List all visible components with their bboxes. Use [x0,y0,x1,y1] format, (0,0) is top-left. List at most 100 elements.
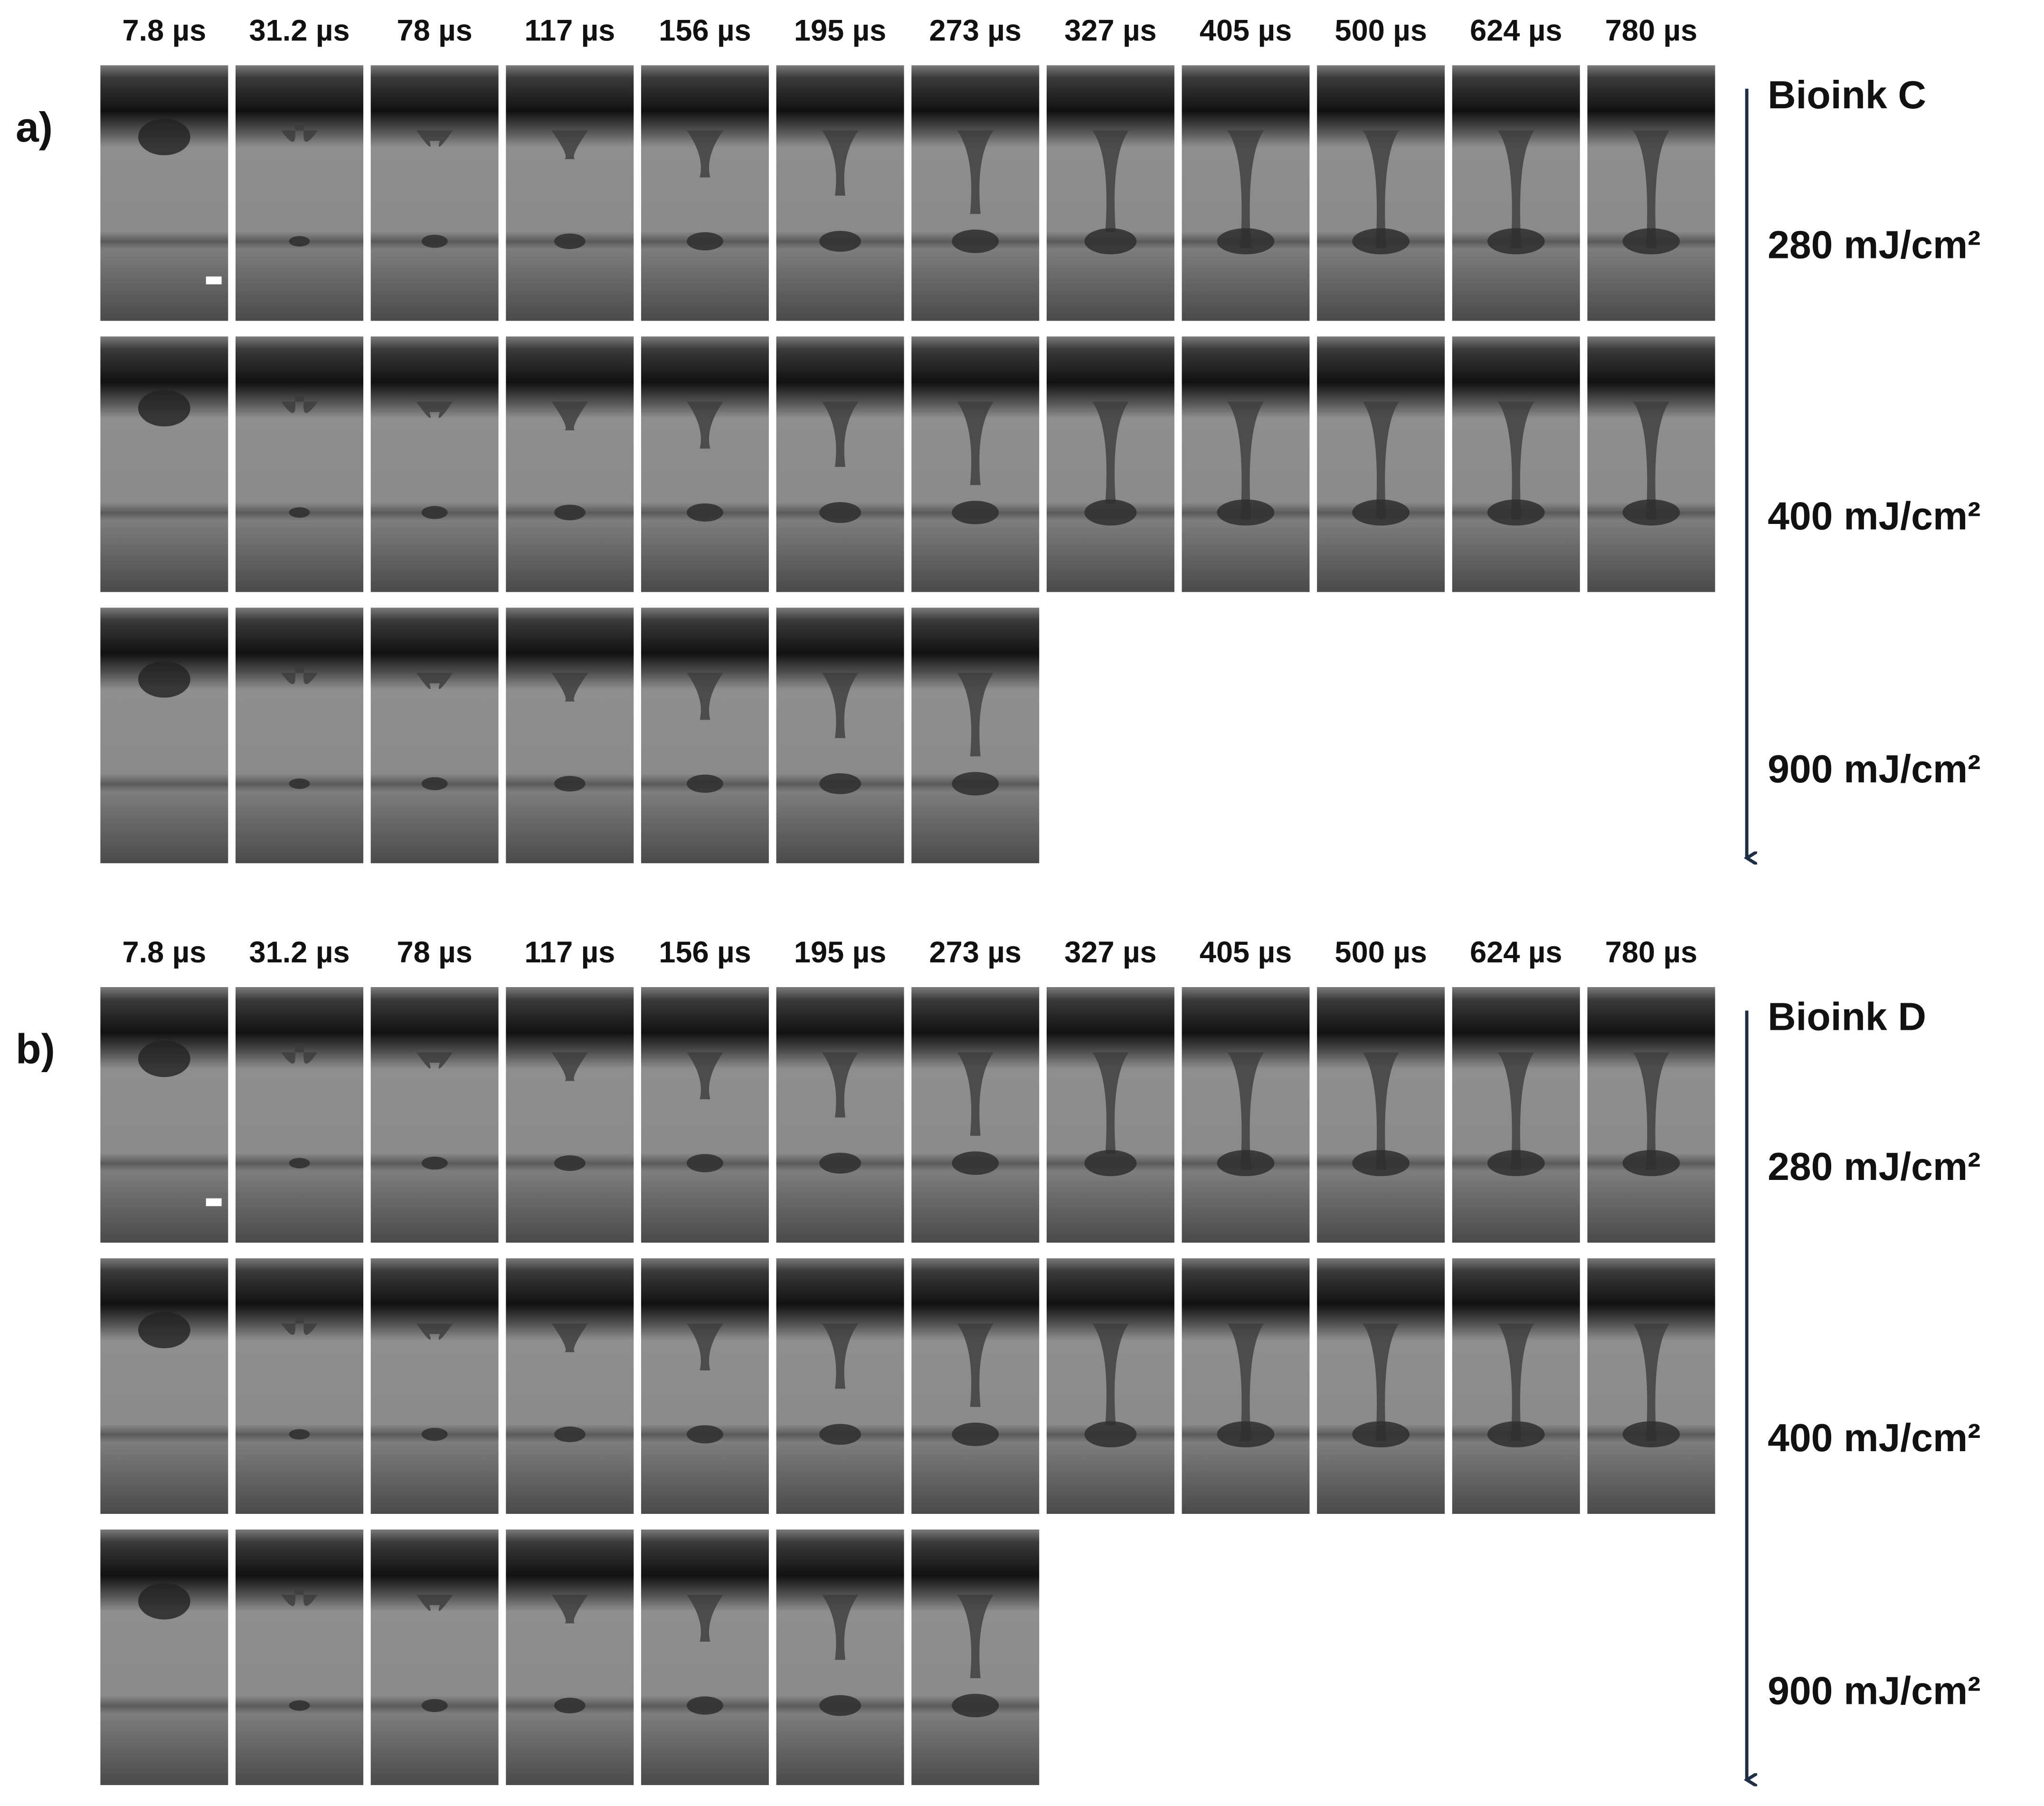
droplet [819,773,861,794]
droplet [421,506,448,519]
droplet [421,235,448,248]
frame-image [236,608,364,864]
jet [1227,1323,1264,1441]
frame [776,987,904,1243]
frame [100,1258,228,1514]
frame [1317,987,1445,1243]
frame-image [236,987,364,1243]
jet [281,1587,318,1606]
droplet [1352,499,1410,526]
frame [1587,1258,1715,1514]
droplet [687,774,723,793]
frame [1317,336,1445,592]
frame [1317,65,1445,321]
frame [506,608,634,864]
jet [1497,130,1534,248]
frame [1452,65,1580,321]
energy-label: 400 mJ/cm² [1768,1416,1981,1460]
jet [281,394,318,413]
droplet [1217,228,1275,255]
time-label: 500 µs [1334,936,1427,969]
frame [506,987,634,1243]
droplet [421,1427,448,1441]
time-label: 327 µs [1064,14,1156,47]
droplet [1487,499,1545,526]
jet [281,1044,318,1064]
frame-image [370,65,499,321]
droplet [952,1693,999,1718]
panel-label: a) [16,104,53,151]
scale-bar [206,1198,222,1207]
jet [416,130,453,147]
jet [1497,1323,1534,1441]
frame [1182,65,1310,321]
jet [957,1052,994,1136]
frame-image [641,65,769,321]
jet [416,1323,453,1340]
jet [281,123,318,142]
jet [1227,401,1264,519]
time-label: 405 µs [1200,936,1292,969]
frame [1452,987,1580,1243]
droplet [1622,499,1680,526]
frame [100,336,228,592]
jet [687,673,723,720]
droplet [289,1158,310,1169]
droplet [952,1151,999,1175]
droplet [289,1700,310,1711]
meniscus [138,1040,190,1077]
jet [1633,401,1670,519]
energy-label: 900 mJ/cm² [1768,747,1981,791]
frame [911,1529,1040,1785]
frame-image [506,987,634,1243]
droplet [687,503,723,522]
frame [1046,336,1174,592]
jet [551,130,588,160]
droplet [819,1695,861,1716]
frame-image [641,608,769,864]
frame-image [100,336,228,592]
droplet [687,1154,723,1172]
jet [416,673,453,689]
frame-image [370,336,499,592]
jet [822,130,859,196]
time-label: 117 µs [524,14,615,47]
energy-label: 400 mJ/cm² [1768,494,1981,538]
jet [687,1052,723,1100]
time-label: 273 µs [929,14,1022,47]
frame [911,608,1040,864]
droplet [289,236,310,247]
droplet [289,507,310,518]
scale-bar [206,276,222,285]
frame [506,1529,634,1785]
frame [236,65,364,321]
jet [416,401,453,418]
jet [957,673,994,757]
droplet [952,1422,999,1446]
frame [641,1529,769,1785]
frame [1182,987,1310,1243]
jet [416,1052,453,1069]
droplet [421,1156,448,1170]
jet [281,665,318,684]
jet [1363,401,1400,519]
panel: a) 7.8 µs 31.2 µs 78 µs 117 µs 156 µs 195 µs 27… [16,14,1981,863]
frame [641,987,769,1243]
frame [370,608,499,864]
jet [822,673,859,738]
time-label: 780 µs [1605,14,1697,47]
frame-image [370,608,499,864]
jet [1092,1052,1129,1154]
frame [1587,65,1715,321]
energy-label: 900 mJ/cm² [1768,1669,1981,1713]
jet [1633,1052,1670,1170]
frame [641,336,769,592]
time-label: 78 µs [397,936,473,969]
frame [370,65,499,321]
droplet [289,778,310,789]
droplet [1487,228,1545,255]
time-label: 624 µs [1470,936,1562,969]
frame-image [506,65,634,321]
frame [776,608,904,864]
jet [957,130,994,214]
